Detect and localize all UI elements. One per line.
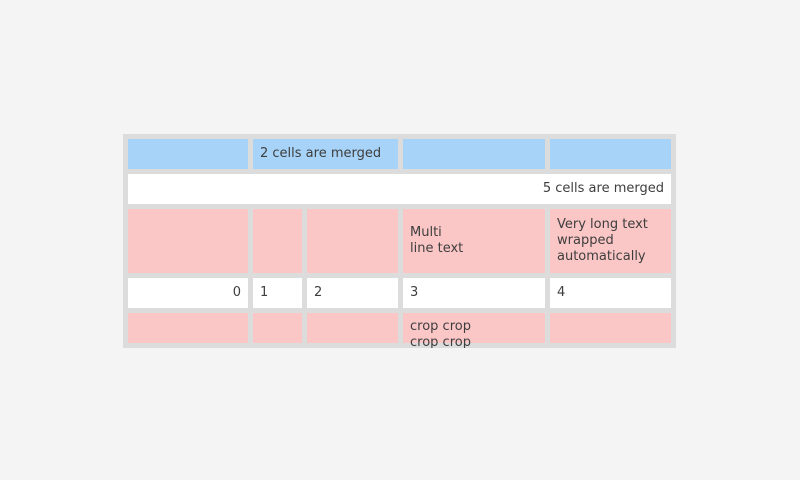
number-4-label: 4 <box>557 285 566 300</box>
table-cell-number-4[interactable]: 4 <box>550 278 671 308</box>
table-cell-r0c4[interactable] <box>550 139 671 169</box>
table-cell-r4c2[interactable] <box>307 313 398 343</box>
number-2-label: 2 <box>314 285 323 300</box>
table-cell-r2c0[interactable] <box>128 209 248 273</box>
merged-2-cells-label: 2 cells are merged <box>260 146 382 161</box>
number-1-label: 1 <box>260 285 269 300</box>
number-0-label: 0 <box>232 285 241 300</box>
table-cell-merged-2[interactable]: 2 cells are merged <box>253 139 398 169</box>
table-cell-r0c3[interactable] <box>403 139 545 169</box>
table-widget[interactable]: 2 cells are merged 5 cells are merged Mu… <box>123 134 676 348</box>
merged-5-cells-label: 5 cells are merged <box>542 181 664 196</box>
table-cell-wrapped[interactable]: Very long text wrapped automatically <box>550 209 671 273</box>
table-cell-merged-5[interactable]: 5 cells are merged <box>128 174 671 204</box>
crop-text: crop crop crop crop <box>410 319 471 348</box>
wrapped-text: Very long text wrapped automatically <box>557 217 648 264</box>
table-cell-r2c1[interactable] <box>253 209 302 273</box>
table-cell-number-0[interactable]: 0 <box>128 278 248 308</box>
table-cell-crop[interactable]: crop crop crop crop <box>403 313 545 348</box>
table-cell-multiline[interactable]: Multi line text <box>403 209 545 273</box>
table-cell-r0c0[interactable] <box>128 139 248 169</box>
table-cell-r4c0[interactable] <box>128 313 248 343</box>
number-3-label: 3 <box>410 285 419 300</box>
table-cell-number-2[interactable]: 2 <box>307 278 398 308</box>
table-cell-r4c4[interactable] <box>550 313 671 343</box>
table-cell-r2c2[interactable] <box>307 209 398 273</box>
multiline-text: Multi line text <box>410 225 464 256</box>
table-cell-number-1[interactable]: 1 <box>253 278 302 308</box>
table-cell-number-3[interactable]: 3 <box>403 278 545 308</box>
table-cell-r4c1[interactable] <box>253 313 302 343</box>
